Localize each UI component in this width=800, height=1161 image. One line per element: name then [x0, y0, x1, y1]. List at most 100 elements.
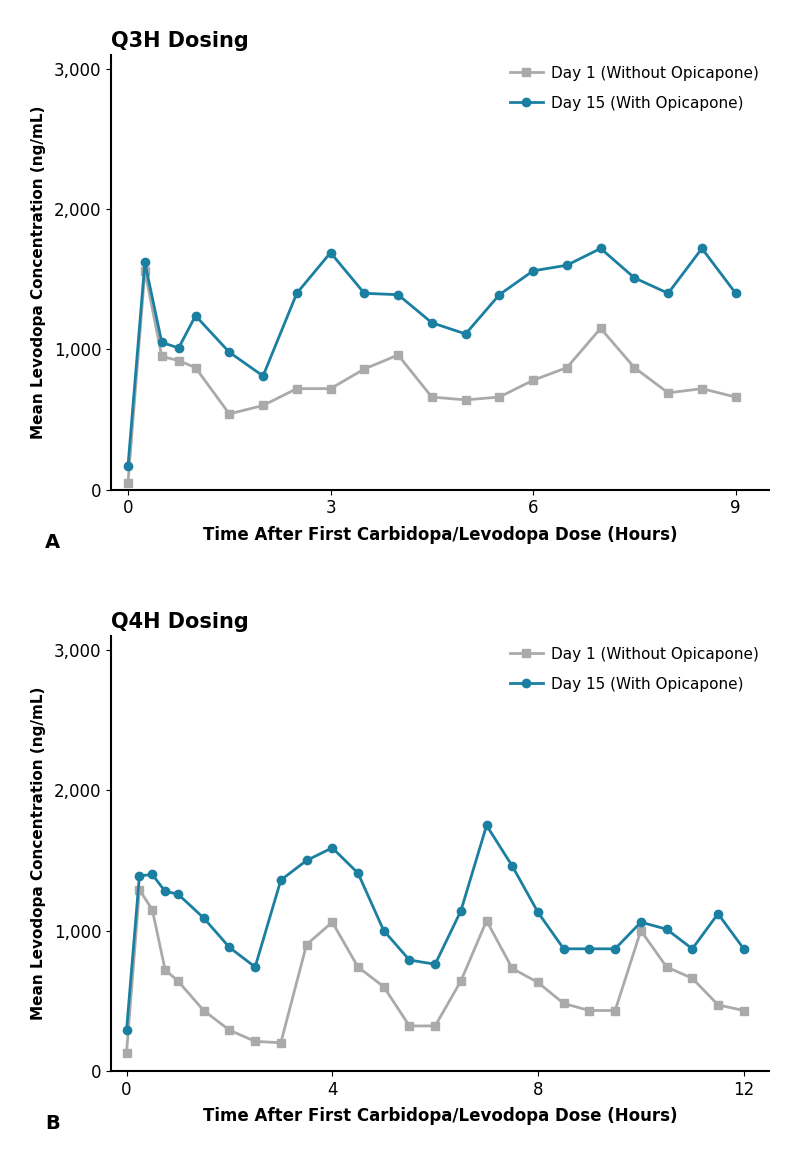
Day 1 (Without Opicapone) [122, 1046, 131, 1060]
Day 1 (Without Opicapone) [663, 385, 673, 399]
Legend: Day 1 (Without Opicapone), Day 15 (With Opicapone): Day 1 (Without Opicapone), Day 15 (With … [503, 641, 765, 698]
Day 1 (Without Opicapone) [461, 392, 470, 406]
Day 15 (With Opicapone) [427, 316, 437, 330]
Day 1 (Without Opicapone) [456, 974, 466, 988]
Line: Day 1 (Without Opicapone): Day 1 (Without Opicapone) [124, 267, 740, 486]
Day 15 (With Opicapone) [122, 1023, 131, 1037]
Day 1 (Without Opicapone) [687, 972, 697, 986]
Day 1 (Without Opicapone) [585, 1003, 594, 1017]
Day 15 (With Opicapone) [714, 907, 723, 921]
Day 1 (Without Opicapone) [636, 924, 646, 938]
Day 1 (Without Opicapone) [427, 390, 437, 404]
Day 1 (Without Opicapone) [160, 962, 170, 976]
Day 1 (Without Opicapone) [494, 390, 504, 404]
Day 15 (With Opicapone) [353, 866, 362, 880]
Day 1 (Without Opicapone) [302, 938, 311, 952]
Day 1 (Without Opicapone) [739, 1003, 749, 1017]
Line: Day 15 (With Opicapone): Day 15 (With Opicapone) [124, 244, 740, 470]
Y-axis label: Mean Levodopa Concentration (ng/mL): Mean Levodopa Concentration (ng/mL) [30, 106, 46, 439]
Day 15 (With Opicapone) [173, 887, 182, 901]
Line: Day 15 (With Opicapone): Day 15 (With Opicapone) [122, 821, 748, 1034]
Day 1 (Without Opicapone) [157, 349, 166, 363]
Day 1 (Without Opicapone) [225, 406, 234, 420]
Day 1 (Without Opicapone) [173, 974, 182, 988]
Day 15 (With Opicapone) [739, 942, 749, 956]
Day 15 (With Opicapone) [258, 369, 268, 383]
Day 1 (Without Opicapone) [507, 961, 517, 975]
Day 1 (Without Opicapone) [123, 476, 133, 490]
Day 15 (With Opicapone) [596, 241, 606, 255]
Day 15 (With Opicapone) [134, 868, 144, 882]
Day 15 (With Opicapone) [147, 867, 157, 881]
Line: Day 1 (Without Opicapone): Day 1 (Without Opicapone) [122, 886, 748, 1057]
X-axis label: Time After First Carbidopa/Levodopa Dose (Hours): Time After First Carbidopa/Levodopa Dose… [203, 1106, 678, 1125]
Day 15 (With Opicapone) [250, 960, 260, 974]
Day 1 (Without Opicapone) [662, 960, 671, 974]
Legend: Day 1 (Without Opicapone), Day 15 (With Opicapone): Day 1 (Without Opicapone), Day 15 (With … [503, 59, 765, 117]
Day 1 (Without Opicapone) [405, 1019, 414, 1033]
Day 1 (Without Opicapone) [327, 915, 337, 929]
Day 1 (Without Opicapone) [292, 382, 302, 396]
Day 1 (Without Opicapone) [562, 361, 572, 375]
Day 1 (Without Opicapone) [174, 354, 183, 368]
Day 15 (With Opicapone) [225, 940, 234, 954]
Day 1 (Without Opicapone) [359, 362, 369, 376]
Day 15 (With Opicapone) [482, 819, 491, 832]
Day 1 (Without Opicapone) [630, 361, 639, 375]
Day 1 (Without Opicapone) [528, 374, 538, 388]
Text: Q4H Dosing: Q4H Dosing [111, 612, 249, 632]
Day 1 (Without Opicapone) [559, 996, 569, 1010]
Day 15 (With Opicapone) [687, 942, 697, 956]
Day 1 (Without Opicapone) [258, 398, 268, 412]
Day 1 (Without Opicapone) [533, 975, 542, 989]
Day 15 (With Opicapone) [533, 906, 542, 920]
Day 1 (Without Opicapone) [714, 998, 723, 1012]
Day 15 (With Opicapone) [190, 309, 200, 323]
Day 15 (With Opicapone) [456, 904, 466, 918]
Day 1 (Without Opicapone) [190, 361, 200, 375]
Day 1 (Without Opicapone) [731, 390, 741, 404]
Day 15 (With Opicapone) [562, 258, 572, 272]
Day 15 (With Opicapone) [405, 953, 414, 967]
Day 15 (With Opicapone) [630, 271, 639, 284]
Day 15 (With Opicapone) [174, 341, 183, 355]
Day 1 (Without Opicapone) [353, 960, 362, 974]
Day 1 (Without Opicapone) [379, 980, 389, 994]
Day 1 (Without Opicapone) [697, 382, 706, 396]
Day 15 (With Opicapone) [326, 246, 335, 260]
Day 15 (With Opicapone) [494, 288, 504, 302]
Day 1 (Without Opicapone) [596, 322, 606, 336]
Day 15 (With Opicapone) [359, 287, 369, 301]
Day 1 (Without Opicapone) [250, 1034, 260, 1048]
Day 1 (Without Opicapone) [140, 264, 150, 277]
Day 1 (Without Opicapone) [276, 1036, 286, 1050]
Day 15 (With Opicapone) [585, 942, 594, 956]
Day 15 (With Opicapone) [199, 911, 209, 925]
Day 15 (With Opicapone) [292, 287, 302, 301]
Text: Q3H Dosing: Q3H Dosing [111, 30, 249, 51]
Day 1 (Without Opicapone) [147, 902, 157, 916]
Day 15 (With Opicapone) [636, 915, 646, 929]
Day 15 (With Opicapone) [140, 255, 150, 269]
Day 15 (With Opicapone) [461, 327, 470, 341]
Day 15 (With Opicapone) [157, 336, 166, 349]
Day 1 (Without Opicapone) [394, 348, 403, 362]
Y-axis label: Mean Levodopa Concentration (ng/mL): Mean Levodopa Concentration (ng/mL) [30, 687, 46, 1021]
Day 1 (Without Opicapone) [482, 914, 491, 928]
Text: B: B [46, 1115, 60, 1133]
Day 15 (With Opicapone) [394, 288, 403, 302]
Day 1 (Without Opicapone) [430, 1019, 440, 1033]
Day 1 (Without Opicapone) [225, 1023, 234, 1037]
Day 15 (With Opicapone) [663, 287, 673, 301]
Day 15 (With Opicapone) [662, 922, 671, 936]
Day 15 (With Opicapone) [225, 345, 234, 359]
Day 15 (With Opicapone) [302, 853, 311, 867]
Day 15 (With Opicapone) [160, 885, 170, 899]
Day 15 (With Opicapone) [379, 924, 389, 938]
Day 15 (With Opicapone) [123, 459, 133, 473]
X-axis label: Time After First Carbidopa/Levodopa Dose (Hours): Time After First Carbidopa/Levodopa Dose… [203, 526, 678, 543]
Day 15 (With Opicapone) [276, 873, 286, 887]
Day 15 (With Opicapone) [559, 942, 569, 956]
Day 1 (Without Opicapone) [610, 1003, 620, 1017]
Day 15 (With Opicapone) [731, 287, 741, 301]
